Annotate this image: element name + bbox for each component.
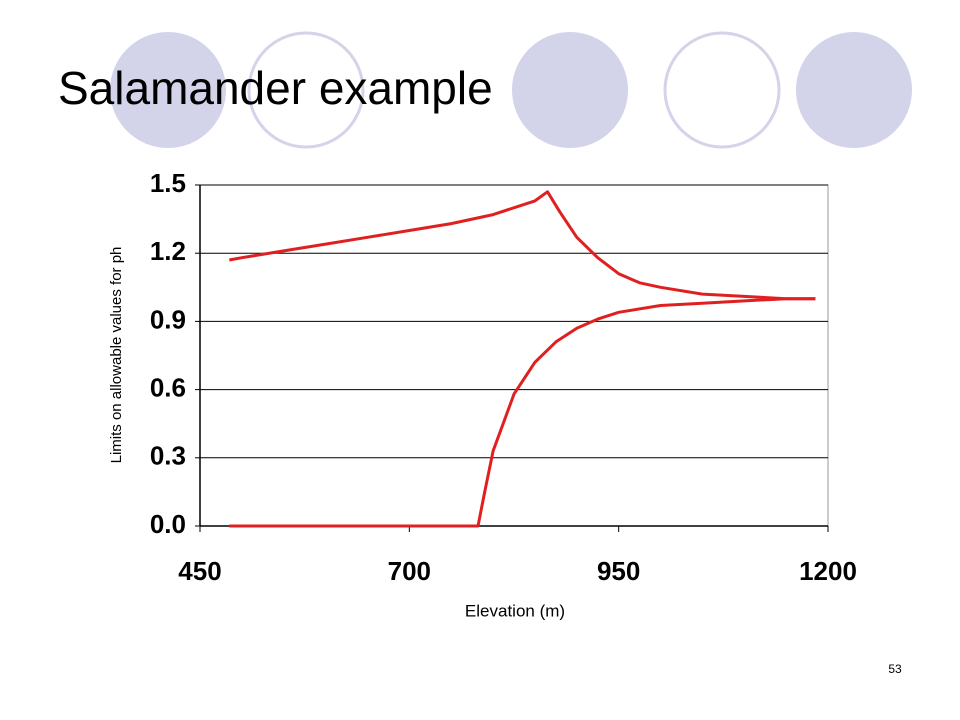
y-tick-label: 0.6 (150, 372, 186, 402)
data-line (229, 190, 816, 301)
y-tick-label: 1.2 (150, 236, 186, 266)
decor-circle (110, 32, 226, 148)
page-number: 53 (888, 662, 902, 676)
decor-circle (512, 32, 628, 148)
decor-circle (663, 31, 781, 149)
x-tick-label: 700 (388, 556, 431, 586)
slide-title: Salamander example (58, 62, 493, 114)
data-line (229, 297, 816, 528)
y-tick-label: 1.5 (150, 168, 186, 198)
y-tick-label: 0.9 (150, 304, 186, 334)
decor-circle (796, 32, 912, 148)
y-tick-label: 0.0 (150, 509, 186, 539)
x-tick-label: 950 (597, 556, 640, 586)
x-tick-label: 1200 (799, 556, 857, 586)
y-tick-label: 0.3 (150, 441, 186, 471)
x-tick-label: 450 (178, 556, 221, 586)
x-axis-label: Elevation (m) (465, 601, 565, 620)
decor-circle (247, 31, 365, 149)
y-axis-label: Limits on allowable values for ph (108, 247, 125, 464)
